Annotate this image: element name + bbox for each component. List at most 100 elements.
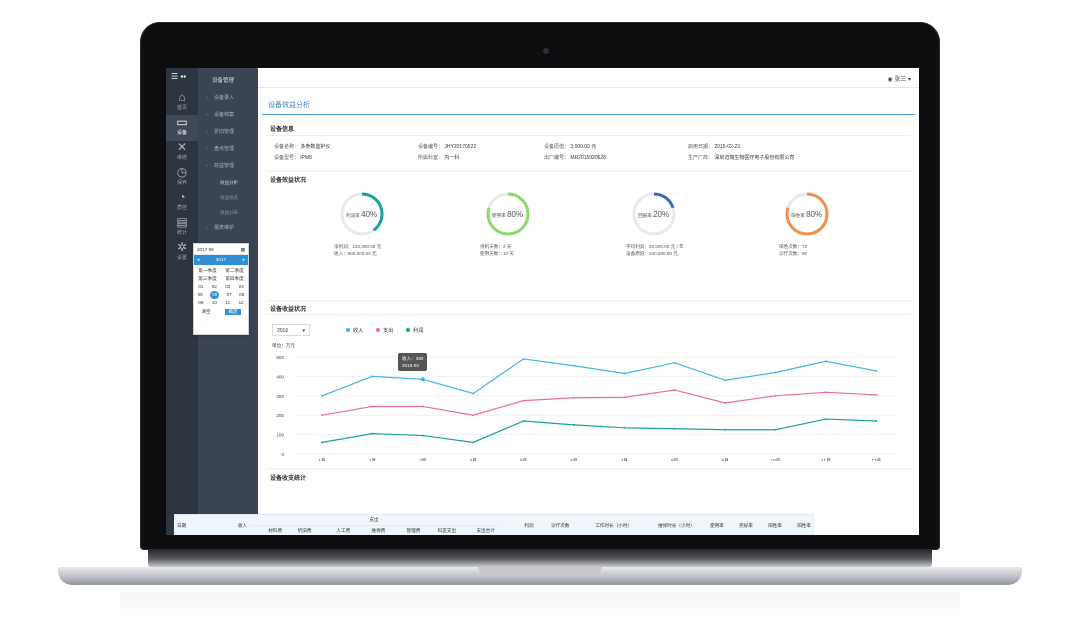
data-point[interactable]	[673, 361, 676, 364]
legend-dot	[376, 328, 380, 332]
calendar-row: 第三季度 第四季度	[194, 275, 248, 283]
data-point[interactable]	[774, 371, 777, 374]
data-point[interactable]	[420, 377, 425, 382]
data-point[interactable]	[522, 420, 525, 423]
legend-item[interactable]: 支出	[376, 327, 393, 334]
calendar-cell[interactable]: 10	[211, 300, 217, 305]
data-point[interactable]	[774, 428, 777, 431]
next-year-icon[interactable]: ▸	[242, 257, 245, 262]
donut-value: 40%	[361, 210, 378, 219]
user-menu[interactable]: ◉ 张三 ▾	[887, 77, 911, 83]
calendar-cell[interactable]: 第四季度	[225, 276, 244, 281]
data-point[interactable]	[371, 432, 374, 435]
data-point[interactable]	[522, 399, 525, 402]
data-point[interactable]	[623, 426, 626, 429]
nav-clock[interactable]: ◷ 保养	[166, 165, 198, 191]
data-point[interactable]	[572, 364, 575, 367]
calendar-row: 01 02 03 04	[194, 283, 248, 291]
calendar-cell[interactable]: 05	[197, 292, 203, 297]
data-point[interactable]	[421, 405, 424, 408]
x-tick-label: 5月	[520, 458, 527, 461]
data-point[interactable]	[824, 360, 827, 363]
calendar-cell[interactable]: 03	[225, 284, 231, 289]
data-point[interactable]	[321, 441, 323, 444]
nav-label: 统计	[176, 230, 187, 236]
data-point[interactable]	[724, 379, 727, 382]
data-point[interactable]	[472, 392, 475, 395]
menu-item[interactable]: 盘点管理	[198, 141, 258, 158]
table-header-cell: 科室支出	[423, 525, 460, 535]
data-point[interactable]	[572, 396, 575, 399]
menu-sub-item[interactable]: 效益排名	[220, 195, 238, 200]
data-point[interactable]	[623, 372, 626, 375]
data-point[interactable]	[321, 414, 323, 417]
ok-button[interactable]: 确定	[225, 309, 241, 315]
data-point[interactable]	[522, 357, 525, 360]
menu-item[interactable]: 折旧管理	[198, 124, 258, 141]
calendar-cell[interactable]: 12	[238, 300, 244, 305]
data-point[interactable]	[724, 428, 727, 431]
nav-gear[interactable]: ✲ 设置	[166, 240, 198, 266]
data-point[interactable]	[875, 369, 878, 372]
donut-value: 20%	[653, 210, 670, 219]
calendar-cell[interactable]: 02	[211, 284, 217, 289]
date-input[interactable]: 2017-06 ▦	[194, 244, 248, 255]
calendar-cell[interactable]: 11	[225, 300, 231, 305]
data-point[interactable]	[572, 423, 575, 426]
calendar-cell[interactable]: 04	[238, 284, 244, 289]
data-point[interactable]	[824, 391, 827, 394]
nav-home[interactable]: ⌂ 首页	[166, 90, 198, 116]
nav-monitor[interactable]: ▭ 设备	[166, 115, 198, 141]
chart-tooltip: 收入：380 2016-03	[398, 353, 428, 371]
divider	[266, 468, 911, 469]
info-value: 内一科	[443, 155, 460, 161]
data-point[interactable]	[421, 434, 424, 437]
calendar-cell[interactable]: 06	[210, 291, 220, 299]
info-key: 设备型号：	[274, 155, 300, 161]
calendar-cell[interactable]: 09	[198, 300, 204, 305]
data-point[interactable]	[774, 394, 777, 397]
data-point[interactable]	[321, 394, 323, 397]
device-info-title: 设备信息	[270, 127, 295, 133]
data-point[interactable]	[673, 427, 676, 430]
nav-tools[interactable]: ✕ 维修	[166, 140, 198, 166]
nav-chart[interactable]: ▤ 统计	[166, 215, 198, 241]
calendar-row: 第一季度 第二季度	[194, 267, 248, 275]
nav-time[interactable]: ◔ 质控	[166, 190, 198, 216]
menu-sub-item[interactable]: 效益分布	[220, 210, 238, 215]
divider	[266, 300, 911, 301]
donut-name: 利润率	[346, 213, 362, 218]
calendar-cell[interactable]: 08	[239, 292, 245, 297]
data-point[interactable]	[623, 396, 626, 399]
data-point[interactable]	[371, 405, 374, 408]
data-point[interactable]	[724, 401, 727, 404]
menu-item[interactable]: 设备档案	[198, 107, 258, 124]
calendar-cell[interactable]: 第三季度	[198, 276, 217, 281]
menu-item[interactable]: 报表维护	[198, 220, 258, 237]
data-point[interactable]	[472, 414, 475, 417]
menu-item[interactable]: 设备录入	[198, 90, 258, 107]
data-point[interactable]	[824, 418, 827, 421]
calendar-cell[interactable]: 第二季度	[225, 268, 244, 273]
data-point[interactable]	[472, 441, 475, 444]
legend-dot	[406, 328, 410, 332]
data-point[interactable]	[371, 375, 374, 378]
data-point[interactable]	[673, 388, 676, 391]
calendar-cell[interactable]: 第一季度	[198, 268, 217, 273]
x-tick-label: 12月	[871, 458, 881, 461]
calendar-cell[interactable]: 07	[226, 292, 232, 297]
chart-icon: ▤	[176, 215, 188, 229]
legend-item[interactable]: 利润	[406, 327, 423, 334]
prev-year-icon[interactable]: ◂	[197, 257, 200, 262]
legend-item[interactable]: 收入	[346, 327, 363, 334]
year-header: ◂ 2017 ▸	[194, 255, 248, 265]
calendar-cell[interactable]: 01	[198, 284, 204, 289]
table-header-cell: 折旧费	[285, 525, 315, 535]
info-value: 深圳迈瑞生物医疗电子股份有限公司	[713, 155, 795, 161]
menu-sub-item[interactable]: 效益分析	[220, 180, 238, 185]
year-select[interactable]: 2016 ▾	[272, 324, 310, 336]
clear-button[interactable]: 清空	[201, 309, 211, 314]
menu-item[interactable]: 效益管理	[198, 158, 258, 175]
data-point[interactable]	[875, 420, 878, 423]
data-point[interactable]	[875, 393, 878, 396]
